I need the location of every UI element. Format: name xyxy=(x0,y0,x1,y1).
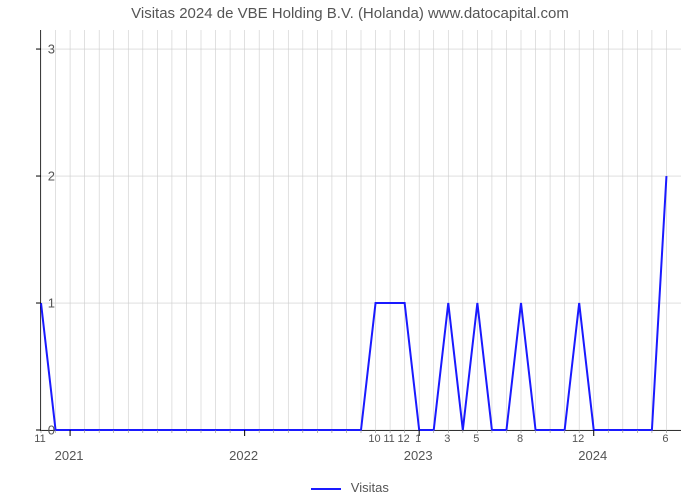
x-year-label: 2021 xyxy=(55,448,84,463)
y-tick-label: 2 xyxy=(48,169,55,184)
chart-title: Visitas 2024 de VBE Holding B.V. (Holand… xyxy=(0,5,700,22)
x-month-label: 11 xyxy=(383,433,394,445)
plot-area xyxy=(40,30,681,431)
x-year-label: 2024 xyxy=(578,448,607,463)
legend: Visitas xyxy=(0,480,700,495)
x-month-label: 5 xyxy=(473,433,479,445)
legend-label: Visitas xyxy=(351,480,389,495)
x-month-label: 10 xyxy=(368,433,380,445)
x-month-label: 3 xyxy=(444,433,450,445)
x-month-label: 1 xyxy=(415,433,421,445)
x-month-label: 8 xyxy=(517,433,523,445)
chart-svg xyxy=(41,30,681,430)
y-tick-label: 1 xyxy=(48,296,55,311)
x-year-label: 2023 xyxy=(404,448,433,463)
x-year-label: 2022 xyxy=(229,448,258,463)
y-tick-label: 0 xyxy=(48,423,55,438)
y-tick-label: 3 xyxy=(48,42,55,57)
x-month-label: 12 xyxy=(572,433,584,445)
x-month-label: 12 xyxy=(398,433,410,445)
legend-swatch xyxy=(311,488,341,490)
x-month-label: 6 xyxy=(662,433,668,445)
chart-container: Visitas 2024 de VBE Holding B.V. (Holand… xyxy=(0,0,700,500)
x-month-label: 11 xyxy=(34,433,45,445)
